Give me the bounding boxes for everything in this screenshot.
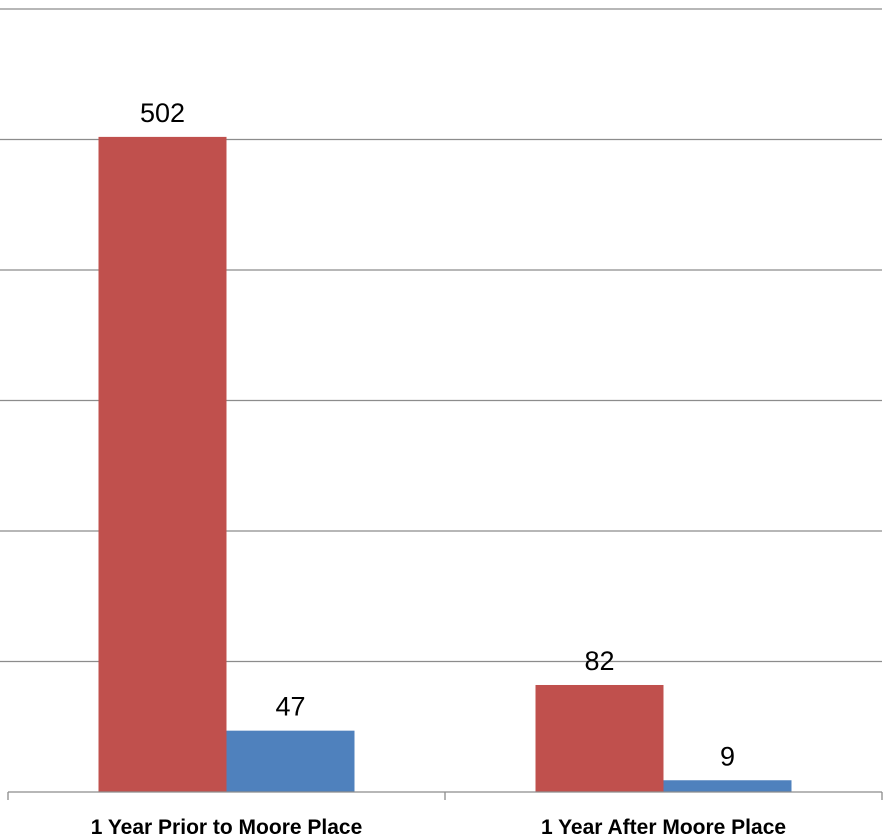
- bar: [98, 136, 227, 792]
- bars: [98, 136, 792, 792]
- bar: [226, 730, 355, 792]
- category-labels: 1 Year Prior to Moore Place 1 Year After …: [91, 816, 786, 838]
- data-labels: 502 47 82 9: [140, 98, 735, 771]
- x-tick-label: 1 Year After Moore Place: [541, 816, 786, 838]
- x-tick-label: 1 Year Prior to Moore Place: [91, 816, 363, 838]
- data-label: 502: [140, 98, 185, 128]
- data-label: 82: [584, 646, 614, 676]
- data-label: 9: [720, 741, 735, 771]
- bar: [663, 780, 792, 792]
- data-label: 47: [275, 692, 305, 722]
- x-axis: [7, 791, 883, 800]
- bar: [535, 684, 664, 792]
